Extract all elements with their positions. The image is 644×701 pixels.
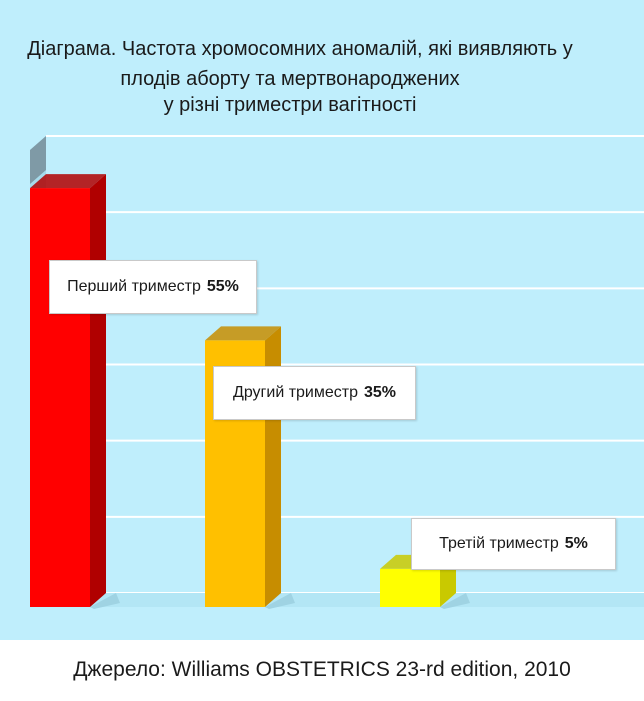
source-caption: Джерело: Williams OBSTETRICS 23-rd editi… [73,658,571,681]
data-label-first-trimester: Перший триместр 55% [49,260,257,314]
category-label: Третій триместр [439,535,559,552]
bar-top [30,174,106,189]
chart-title-line-2: плодів аборту та мертвонароджених [120,68,460,90]
bar-top [205,326,281,341]
wall-top-edge [30,136,46,184]
bar-shadow [90,593,120,609]
chart-title-line-3: у різні триместри вагітності [163,94,417,116]
bar-shadow [265,593,295,609]
bar-side [90,174,106,608]
category-label: Перший триместр [67,278,201,295]
chart-area: Діаграма. Частота хромосомних аномалій, … [0,0,644,640]
data-label-second-trimester: Другий триместр 35% [213,366,416,420]
value-label: 5% [564,535,588,552]
category-label: Другий триместр [232,384,358,401]
chart-floor [30,593,644,607]
bar-shadow [440,593,470,609]
value-label: 35% [363,384,397,401]
bar-3 [380,568,440,607]
bar-1 [30,188,90,608]
value-label: 55% [206,278,239,295]
data-label-third-trimester: Третій триместр 5% [411,518,616,570]
chart-title-line-1: Діаграма. Частота хромосомних аномалій, … [27,38,573,60]
